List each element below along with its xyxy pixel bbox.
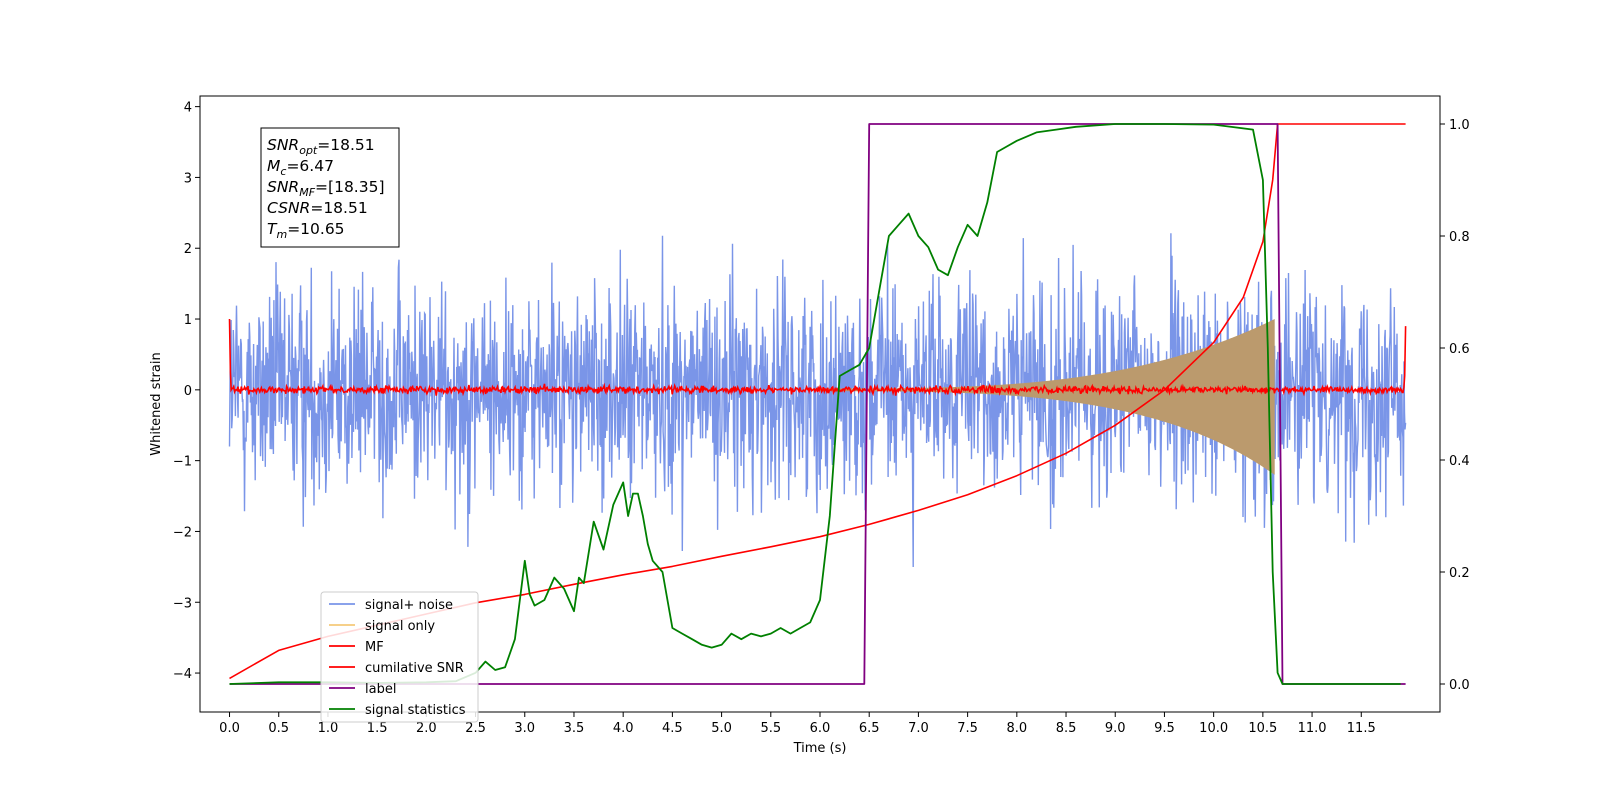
x-tick-label: 5.0	[711, 721, 732, 736]
y-left-tick-label: 3	[184, 171, 192, 186]
x-tick-label: 10.0	[1199, 721, 1228, 736]
legend-entry-label: cumilative SNR	[365, 661, 464, 676]
legend-entry-label: signal+ noise	[365, 598, 453, 613]
x-tick-label: 3.0	[514, 721, 535, 736]
y-right-tick-label: 1.0	[1449, 118, 1470, 133]
y-left-tick-label: 4	[184, 101, 192, 116]
x-tick-label: 8.0	[1006, 721, 1027, 736]
series-signal-only	[820, 319, 1275, 475]
y-left-tick-label: −2	[173, 525, 192, 540]
x-tick-label: 7.5	[957, 721, 978, 736]
x-tick-label: 3.5	[564, 721, 585, 736]
info-box-line: SNRopt=18.51	[267, 136, 375, 157]
x-tick-label: 7.0	[908, 721, 929, 736]
legend-frame	[320, 591, 479, 723]
y-right-tick-label: 0.6	[1449, 342, 1470, 357]
x-tick-label: 0.5	[268, 721, 289, 736]
legend-entry-label: signal statistics	[365, 703, 466, 718]
x-tick-label: 1.0	[318, 721, 339, 736]
x-tick-label: 5.5	[760, 721, 781, 736]
x-axis-label: Time (s)	[793, 741, 847, 756]
y-left-tick-label: 2	[184, 242, 192, 257]
series-mf	[228, 318, 1407, 397]
y-left-tick-label: −4	[173, 667, 192, 682]
y-right-tick-label: 0.8	[1449, 230, 1470, 245]
legend-entry-label: MF	[365, 640, 384, 655]
y-left-tick-label: 0	[184, 384, 192, 399]
x-tick-label: 4.5	[662, 721, 683, 736]
y-axis-label: Whitened strain	[149, 352, 164, 455]
x-tick-label: 9.0	[1105, 721, 1126, 736]
x-tick-label: 6.5	[859, 721, 880, 736]
legend: signal+ noise signal only MF cumilative SNR…	[320, 591, 479, 723]
info-box-line: SNRMF=[18.35]	[267, 178, 385, 199]
x-tick-label: 0.0	[219, 721, 240, 736]
legend-entry-label: label	[365, 682, 396, 697]
y-right-tick-label: 0.0	[1449, 678, 1470, 693]
x-tick-label: 2.0	[416, 721, 437, 736]
x-tick-label: 2.5	[465, 721, 486, 736]
info-box-line: Tm=10.65	[267, 220, 345, 241]
y-right-tick-label: 0.4	[1449, 454, 1470, 469]
x-tick-label: 6.0	[810, 721, 831, 736]
info-box: SNRopt=18.51Mc=6.47SNRMF=[18.35]CSNR=18.…	[260, 127, 400, 248]
x-tick-label: 11.5	[1347, 721, 1376, 736]
x-tick-label: 1.5	[367, 721, 388, 736]
y-left-tick-label: −1	[173, 455, 192, 470]
x-tick-label: 4.0	[613, 721, 634, 736]
legend-entry-label: signal only	[365, 619, 435, 634]
y-left-tick-label: −3	[173, 596, 192, 611]
info-box-line: Mc=6.47	[267, 157, 334, 178]
tick-layer: 0.0 0.5 1.0 1.5 2.0 2.5 3.0 3.5 4.0 4.5 5.0 5.5 6.0 6…	[173, 101, 1470, 736]
x-tick-label: 9.5	[1154, 721, 1175, 736]
y-right-tick-label: 0.2	[1449, 566, 1470, 581]
x-tick-label: 8.5	[1056, 721, 1077, 736]
series-signal-statistics	[229, 123, 1401, 685]
y-left-tick-label: 1	[184, 313, 192, 328]
x-tick-label: 11.0	[1298, 721, 1327, 736]
x-tick-label: 10.5	[1248, 721, 1277, 736]
info-box-frame	[260, 127, 400, 248]
info-box-line: CSNR=18.51	[267, 199, 368, 217]
